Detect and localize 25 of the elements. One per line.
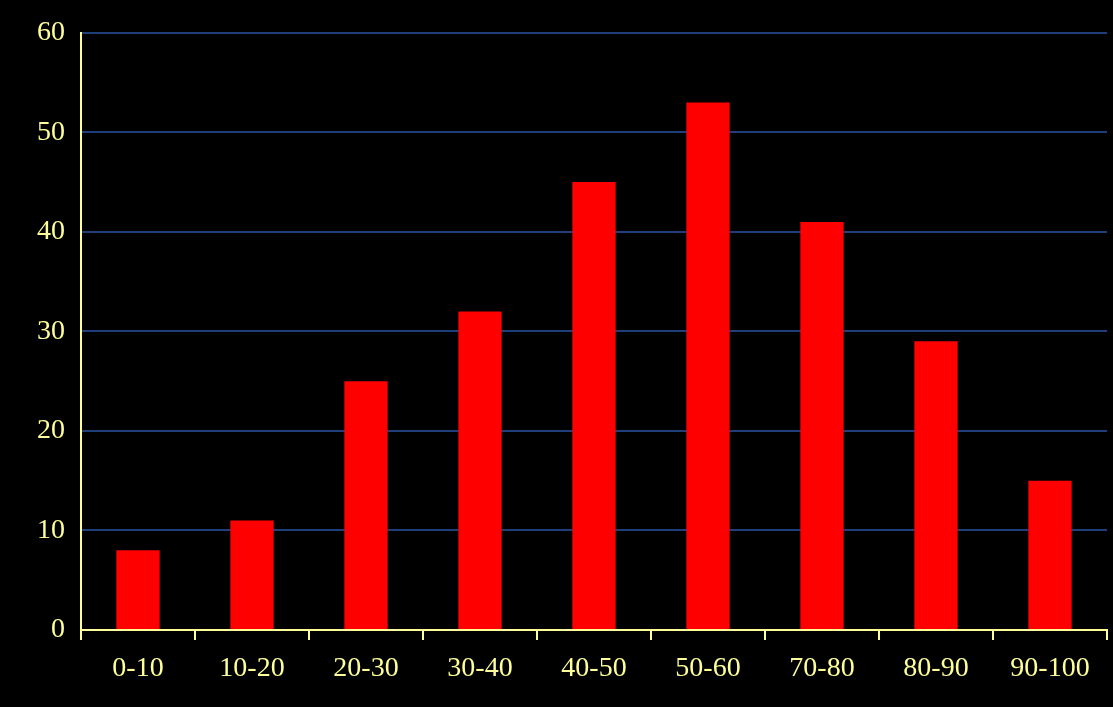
bar	[800, 221, 844, 629]
x-tick-label: 50-60	[675, 651, 741, 683]
y-tick-label: 30	[37, 313, 65, 345]
bar	[230, 520, 274, 629]
bar	[116, 550, 160, 629]
bar	[914, 341, 958, 629]
y-tick-label: 40	[37, 214, 65, 246]
y-tick-label: 10	[37, 512, 65, 544]
bar	[1028, 480, 1072, 629]
x-tick-label: 20-30	[333, 651, 399, 683]
x-tick-label: 30-40	[447, 651, 513, 683]
x-tick-label: 90-100	[1010, 651, 1090, 683]
y-tick-label: 0	[51, 612, 65, 644]
bar	[686, 102, 730, 629]
bar	[344, 381, 388, 629]
y-tick-label: 50	[37, 114, 65, 146]
x-tick-label: 0-10	[112, 651, 164, 683]
x-tick-label: 40-50	[561, 651, 627, 683]
y-tick-label: 20	[37, 413, 65, 445]
x-tick-label: 70-80	[789, 651, 855, 683]
x-tick-label: 80-90	[903, 651, 969, 683]
y-tick-label: 60	[37, 15, 65, 47]
bar	[572, 182, 616, 629]
x-tick-label: 10-20	[219, 651, 285, 683]
bar	[458, 311, 502, 629]
